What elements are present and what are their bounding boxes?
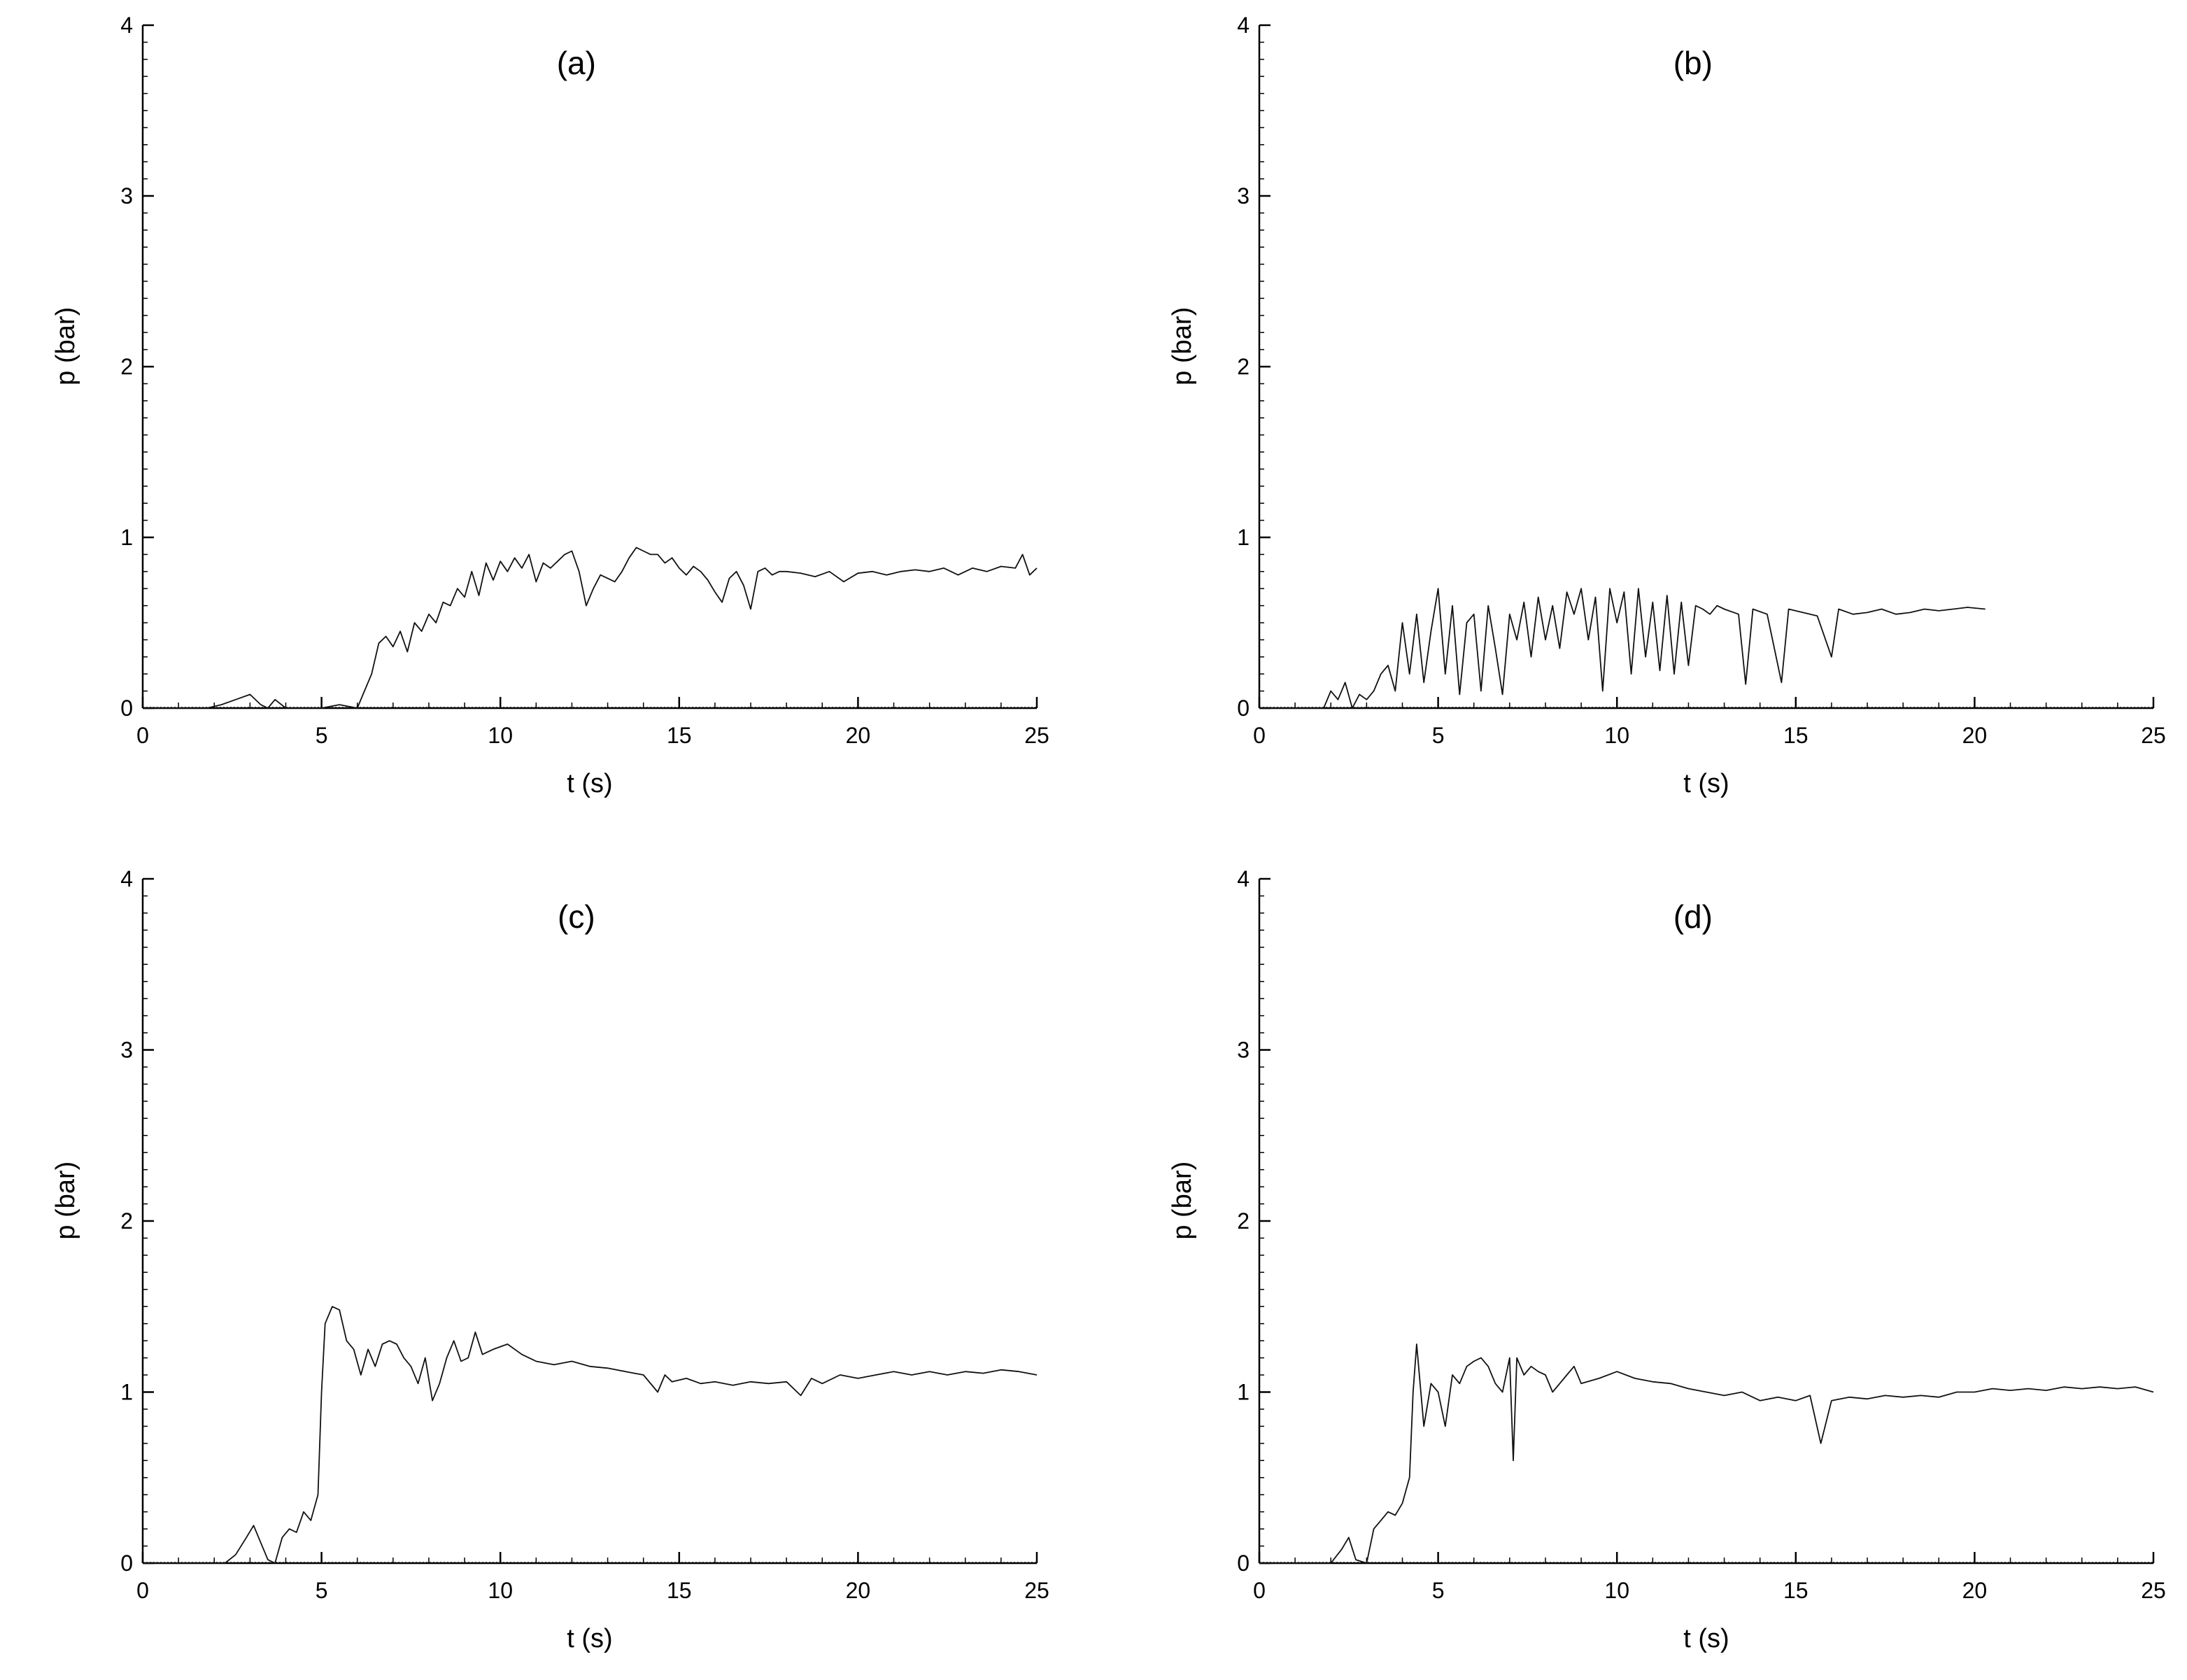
y-tick-label: 4 [120,13,133,38]
y-axis-label: p (bar) [51,307,80,386]
chart-panel-1: 0 5 10 15 20 25 0 1 2 3 4 t (s) p (bar) (a) [51,13,1049,798]
x-tick-label: 15 [667,723,692,748]
chart-panel-2: 0 5 10 15 20 25 0 1 2 3 4 t (s) p (bar) (b) [1168,13,2166,798]
y-axis-label: p (bar) [1168,307,1197,386]
y-tick-label: 4 [1237,866,1250,891]
x-tick-label: 5 [1432,723,1445,748]
y-tick-label: 0 [1237,1551,1250,1576]
y-tick-label: 3 [1237,1038,1250,1063]
x-tick-label: 5 [1432,1578,1445,1603]
x-axis-label: t (s) [567,769,612,798]
x-axis-label: t (s) [567,1624,612,1653]
y-tick-label: 1 [120,525,133,550]
y-axis-label: p (bar) [1168,1162,1197,1240]
pressure-series-line [1259,588,1986,709]
x-axis-label: t (s) [1683,769,1729,798]
x-tick-label: 0 [1253,1578,1266,1603]
x-tick-label: 0 [136,723,149,748]
chart-panel-4: 0 5 10 15 20 25 0 1 2 3 4 t (s) p (bar) (d) [1168,866,2166,1653]
y-tick-label: 4 [1237,13,1250,38]
x-tick-label: 10 [1604,723,1629,748]
x-tick-label: 5 [316,1578,328,1603]
pressure-series-line [1259,1343,2154,1564]
x-tick-label: 20 [1962,723,1988,748]
y-tick-label: 4 [120,866,133,891]
pressure-series-line [143,546,1038,709]
x-tick-label: 15 [1783,1578,1809,1603]
x-tick-label: 10 [488,723,513,748]
y-tick-label: 2 [120,1208,133,1234]
x-tick-label: 20 [846,723,871,748]
x-tick-label: 5 [316,723,328,748]
y-tick-label: 1 [1237,525,1250,550]
y-axis-label: p (bar) [51,1162,80,1240]
y-tick-label: 2 [1237,1208,1250,1234]
x-tick-label: 25 [2141,723,2166,748]
x-tick-label: 10 [488,1578,513,1603]
panel-title: (c) [558,898,595,935]
y-tick-label: 3 [1237,183,1250,209]
y-tick-label: 2 [1237,354,1250,379]
pressure-series-line [143,1306,1038,1564]
x-tick-label: 25 [2141,1578,2166,1603]
x-tick-label: 0 [1253,723,1266,748]
y-tick-label: 1 [1237,1380,1250,1405]
x-tick-label: 20 [1962,1578,1988,1603]
y-tick-label: 0 [1237,696,1250,721]
x-tick-label: 0 [136,1578,149,1603]
x-axis-label: t (s) [1683,1624,1729,1653]
x-tick-label: 10 [1604,1578,1629,1603]
x-tick-label: 15 [1783,723,1809,748]
x-tick-label: 25 [1024,1578,1049,1603]
y-tick-label: 1 [120,1380,133,1405]
y-tick-label: 0 [120,696,133,721]
y-tick-label: 3 [120,1038,133,1063]
y-tick-label: 3 [120,183,133,209]
x-tick-label: 15 [667,1578,692,1603]
x-tick-label: 25 [1024,723,1049,748]
panel-title: (a) [557,45,596,81]
panel-title: (d) [1673,898,1713,935]
x-tick-label: 20 [846,1578,871,1603]
panel-title: (b) [1673,45,1713,81]
y-tick-label: 0 [120,1551,133,1576]
y-tick-label: 2 [120,354,133,379]
chart-panel-3: 0 5 10 15 20 25 0 1 2 3 4 t (s) p (bar) (c) [51,866,1049,1653]
